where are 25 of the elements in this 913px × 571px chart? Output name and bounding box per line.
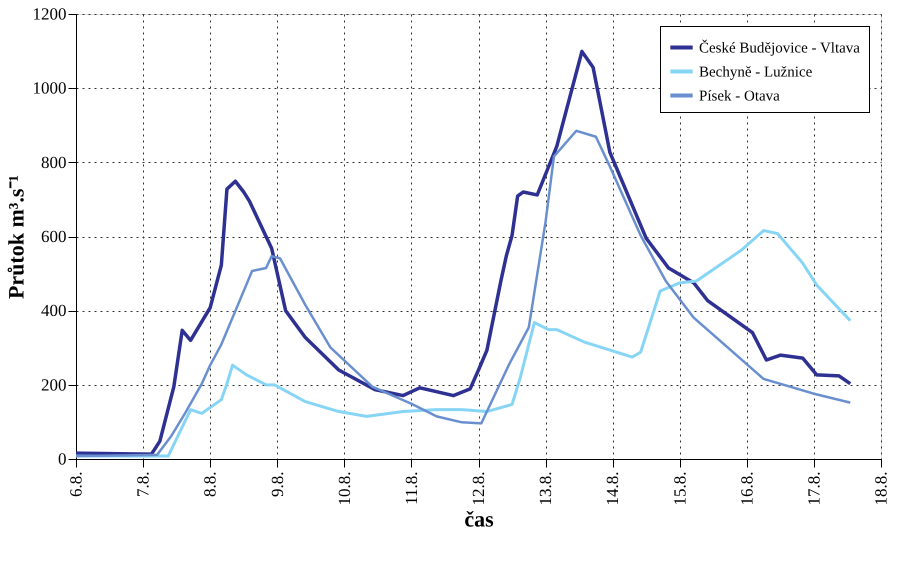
legend-label: Písek - Otava bbox=[699, 88, 780, 104]
x-axis-title: čas bbox=[464, 506, 494, 532]
x-tick-label: 6.8. bbox=[66, 472, 86, 497]
legend-label: Bechyně - Lužnice bbox=[699, 64, 813, 80]
y-tick-label: 400 bbox=[41, 301, 66, 320]
x-tick-label: 16.8. bbox=[737, 472, 756, 506]
y-axis-title: Průtok m³.s⁻¹ bbox=[4, 174, 28, 300]
x-tick-label: 8.8. bbox=[200, 472, 220, 497]
x-tick-label: 7.8. bbox=[134, 472, 153, 497]
y-tick-label: 0 bbox=[58, 450, 66, 468]
x-tick-label: 11.8. bbox=[402, 472, 421, 505]
x-tick-label: 15.8. bbox=[670, 472, 690, 506]
x-tick-label: 18.8. bbox=[872, 472, 890, 506]
y-tick-label: 200 bbox=[41, 375, 66, 394]
x-tick-label: 13.8. bbox=[536, 472, 556, 506]
y-tick-label: 800 bbox=[41, 152, 66, 172]
legend-label: České Budějovice - Vltava bbox=[699, 40, 860, 56]
x-tick-label: 12.8. bbox=[469, 472, 488, 506]
y-tick-label: 1200 bbox=[32, 4, 66, 24]
x-tick-label: 14.8. bbox=[603, 472, 622, 506]
x-tick-label: 10.8. bbox=[334, 472, 354, 506]
y-tick-label: 600 bbox=[41, 227, 66, 246]
x-tick-label: 17.8. bbox=[804, 472, 824, 506]
x-tick-label: 9.8. bbox=[268, 472, 287, 497]
y-tick-label: 1000 bbox=[32, 78, 66, 98]
